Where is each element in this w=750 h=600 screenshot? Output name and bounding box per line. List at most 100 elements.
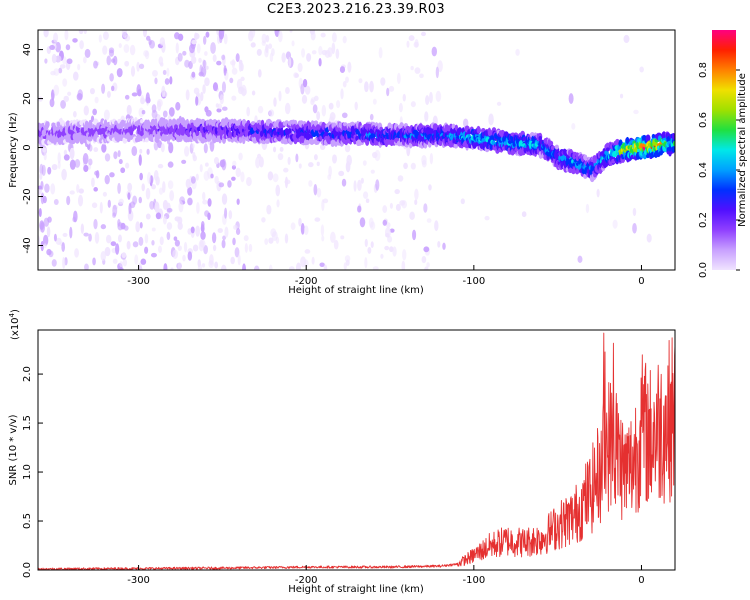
heatmap-cell xyxy=(58,67,63,74)
heatmap-cell xyxy=(108,47,115,54)
heatmap-cell xyxy=(256,48,262,56)
heatmap-cell xyxy=(300,256,307,268)
heatmap-cell xyxy=(357,179,362,192)
heatmap-cell xyxy=(290,222,296,230)
heatmap-cell xyxy=(67,91,72,96)
heatmap-cell xyxy=(302,78,308,88)
heatmap-cell xyxy=(242,263,246,270)
heatmap-cell xyxy=(210,42,216,54)
heatmap-cell xyxy=(402,93,406,102)
heatmap-cell xyxy=(104,246,111,257)
heatmap-cell xyxy=(431,46,438,57)
heatmap-cell xyxy=(277,153,284,161)
heatmap-cell xyxy=(321,121,326,130)
heatmap-cell xyxy=(639,66,644,73)
heatmap-cell xyxy=(199,64,203,76)
heatmap-cell xyxy=(554,144,559,150)
heatmap-cell xyxy=(268,43,273,50)
heatmap-cell xyxy=(425,95,430,106)
heatmap-cell xyxy=(671,146,675,153)
heatmap-cell xyxy=(117,182,121,194)
heatmap-cell xyxy=(397,175,404,182)
heatmap-cell xyxy=(198,57,202,63)
heatmap-cell xyxy=(105,234,112,244)
heatmap-cell xyxy=(319,262,325,267)
heatmap-cell xyxy=(80,223,85,234)
heatmap-cell xyxy=(235,228,241,235)
heatmap-cell xyxy=(297,62,303,73)
heatmap-cell xyxy=(187,197,193,206)
x-tick-label: -300 xyxy=(127,276,150,287)
heatmap-cell xyxy=(232,237,236,246)
heatmap-cell xyxy=(77,194,84,207)
heatmap-cell xyxy=(127,192,131,200)
heatmap-cell xyxy=(61,168,67,181)
heatmap-cell xyxy=(365,198,370,203)
heatmap-cell xyxy=(145,92,150,104)
heatmap-cell xyxy=(151,227,156,232)
heatmap-cell xyxy=(158,187,164,195)
heatmap-cell xyxy=(61,242,66,252)
heatmap-cell xyxy=(99,201,103,214)
heatmap-cell xyxy=(103,109,110,121)
heatmap-cell xyxy=(336,100,341,109)
heatmap-cell xyxy=(144,246,149,254)
heatmap-cell xyxy=(214,175,219,184)
heatmap-cell xyxy=(364,238,368,248)
spectrogram-x-ticks: -300 -200 -100 0 xyxy=(127,265,645,287)
heatmap-cell xyxy=(284,233,289,244)
heatmap-cell xyxy=(275,184,281,197)
heatmap-cell xyxy=(140,97,146,105)
heatmap-cell xyxy=(117,234,122,243)
heatmap-cell xyxy=(207,198,212,207)
heatmap-cell xyxy=(437,240,441,248)
heatmap-cell xyxy=(170,267,174,270)
heatmap-cell xyxy=(196,201,200,214)
heatmap-cell xyxy=(625,136,630,145)
heatmap-cell xyxy=(318,58,322,67)
y-tick-label: 0.5 xyxy=(22,513,33,529)
heatmap-cell xyxy=(548,140,554,147)
heatmap-cell xyxy=(157,163,164,169)
heatmap-cell xyxy=(257,153,262,159)
heatmap-cell xyxy=(358,78,363,84)
heatmap-cell xyxy=(238,60,243,72)
heatmap-cell xyxy=(264,238,269,245)
heatmap-cell xyxy=(402,249,407,261)
heatmap-cell xyxy=(42,234,49,246)
heatmap-cell xyxy=(145,213,151,220)
heatmap-cell xyxy=(205,65,209,70)
heatmap-cell xyxy=(342,122,348,127)
heatmap-cell xyxy=(62,257,66,269)
heatmap-cell xyxy=(151,109,158,119)
heatmap-cell xyxy=(264,47,269,58)
heatmap-cell xyxy=(304,85,311,95)
x-tick-label: -100 xyxy=(462,276,485,287)
heatmap-cell xyxy=(281,52,286,63)
heatmap-cell xyxy=(231,176,236,181)
heatmap-cell xyxy=(288,266,295,270)
heatmap-cell xyxy=(406,40,410,48)
heatmap-cell xyxy=(246,176,252,187)
heatmap-cell xyxy=(300,83,305,95)
heatmap-cell xyxy=(619,93,624,99)
heatmap-cell xyxy=(62,232,68,237)
heatmap-cell xyxy=(234,247,240,258)
heatmap-cell xyxy=(320,32,326,38)
heatmap-cell xyxy=(112,258,118,264)
heatmap-cell xyxy=(84,263,89,270)
heatmap-cell xyxy=(92,257,96,266)
heatmap-cell xyxy=(285,86,290,95)
x-tick-label: 0 xyxy=(638,276,644,287)
heatmap-cell xyxy=(632,207,637,217)
heatmap-cell xyxy=(424,111,429,122)
heatmap-cell xyxy=(312,104,318,114)
heatmap-cell xyxy=(151,240,155,246)
heatmap-cell xyxy=(130,65,136,77)
heatmap-cell xyxy=(257,105,264,114)
snr-exponent-close: ) xyxy=(10,309,21,313)
heatmap-cell xyxy=(78,30,84,35)
heatmap-cell xyxy=(342,81,347,88)
heatmap-cell xyxy=(308,180,313,187)
heatmap-cell xyxy=(231,67,238,75)
